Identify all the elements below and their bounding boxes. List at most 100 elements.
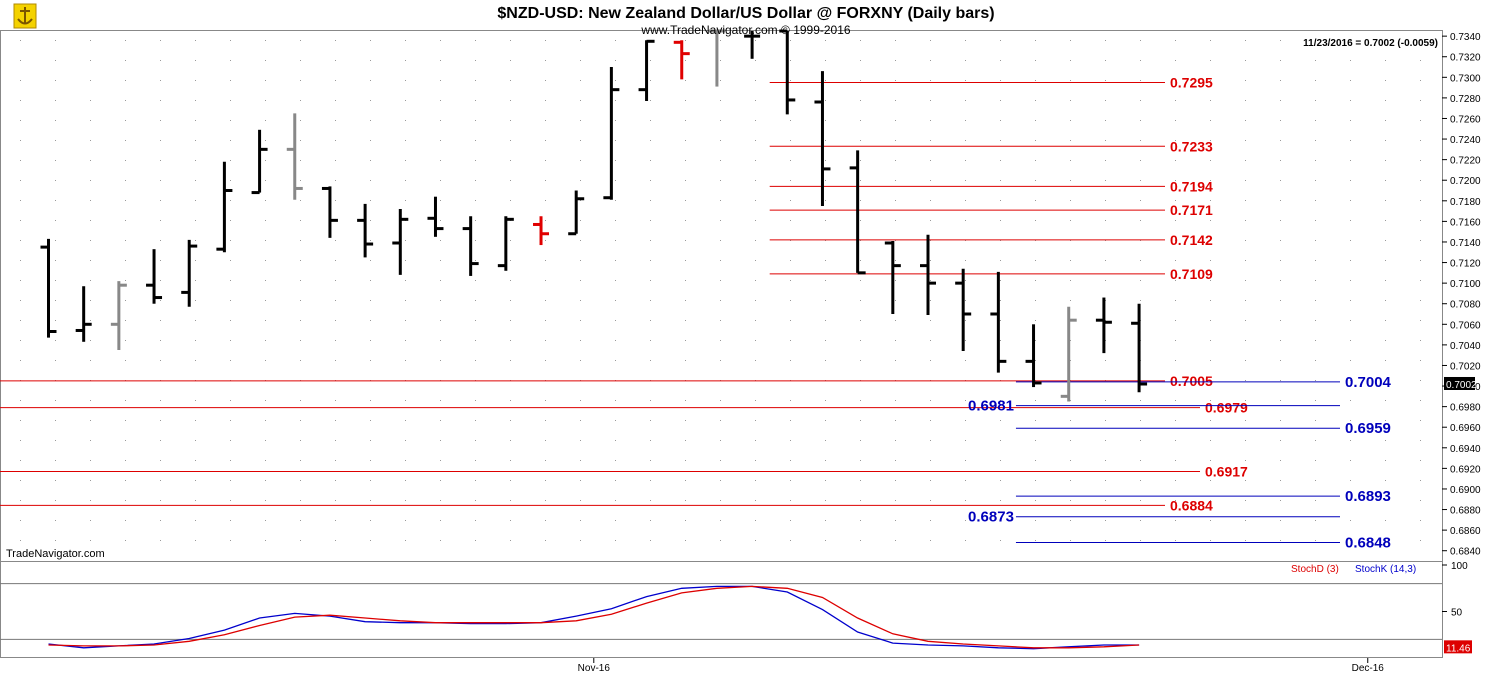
grid-dot	[615, 140, 616, 141]
grid-dot	[510, 60, 511, 61]
grid-dot	[440, 300, 441, 301]
grid-dot	[1000, 320, 1001, 321]
ohlc-bar	[40, 238, 57, 338]
price-tick-label: 0.7200	[1450, 176, 1481, 187]
stoch-d-legend: StochD (3)	[1291, 564, 1339, 575]
grid-dot	[370, 480, 371, 481]
grid-dot	[1000, 120, 1001, 121]
grid-dot	[370, 540, 371, 541]
grid-dot	[510, 360, 511, 361]
grid-dot	[440, 280, 441, 281]
grid-dot	[790, 460, 791, 461]
grid-dot	[545, 80, 546, 81]
grid-dot	[1210, 320, 1211, 321]
grid-dot	[1420, 80, 1421, 81]
grid-dot	[965, 440, 966, 441]
grid-dot	[930, 240, 931, 241]
grid-dot	[1280, 40, 1281, 41]
grid-dot	[195, 100, 196, 101]
grid-dot	[195, 300, 196, 301]
grid-dot	[1315, 380, 1316, 381]
grid-dot	[545, 300, 546, 301]
grid-dot	[1070, 280, 1071, 281]
grid-dot	[20, 280, 21, 281]
grid-dot	[160, 460, 161, 461]
grid-dot	[1070, 120, 1071, 121]
grid-dot	[405, 240, 406, 241]
level-label: 0.7005	[1170, 373, 1213, 389]
grid-dot	[230, 280, 231, 281]
grid-dot	[125, 280, 126, 281]
grid-dot	[895, 440, 896, 441]
grid-dot	[615, 240, 616, 241]
grid-dot	[265, 520, 266, 521]
grid-dot	[475, 260, 476, 261]
grid-dot	[965, 540, 966, 541]
grid-dot	[860, 460, 861, 461]
grid-dot	[1000, 200, 1001, 201]
grid-dot	[20, 80, 21, 81]
grid-dot	[1175, 120, 1176, 121]
grid-dot	[1070, 200, 1071, 201]
grid-dot	[685, 80, 686, 81]
grid-dot	[475, 440, 476, 441]
grid-dot	[1245, 280, 1246, 281]
grid-dot	[335, 360, 336, 361]
ohlc-bar	[638, 39, 655, 101]
grid-dot	[125, 480, 126, 481]
grid-dot	[825, 360, 826, 361]
grid-dot	[1035, 500, 1036, 501]
grid-dot	[1140, 160, 1141, 161]
grid-dot	[615, 480, 616, 481]
ohlc-bar	[955, 268, 972, 352]
grid-dot	[825, 140, 826, 141]
grid-dot	[55, 400, 56, 401]
grid-dot	[545, 340, 546, 341]
grid-dot	[55, 180, 56, 181]
grid-dot	[405, 360, 406, 361]
grid-dot	[440, 40, 441, 41]
grid-dot	[650, 340, 651, 341]
grid-dot	[55, 340, 56, 341]
grid-dot	[1140, 400, 1141, 401]
grid-dot	[1280, 140, 1281, 141]
grid-dot	[265, 40, 266, 41]
grid-dot	[755, 340, 756, 341]
grid-dot	[1420, 380, 1421, 381]
grid-dot	[125, 220, 126, 221]
grid-dot	[55, 120, 56, 121]
anchor-logo-icon	[13, 3, 37, 29]
grid-dot	[300, 340, 301, 341]
grid-dot	[1035, 440, 1036, 441]
grid-dot	[1245, 380, 1246, 381]
grid-dot	[1280, 380, 1281, 381]
grid-dot	[860, 500, 861, 501]
grid-dot	[1280, 160, 1281, 161]
grid-dot	[1245, 520, 1246, 521]
grid-dot	[1350, 60, 1351, 61]
grid-dot	[580, 120, 581, 121]
grid-dot	[265, 480, 266, 481]
grid-dot	[685, 60, 686, 61]
grid-dot	[615, 400, 616, 401]
grid-dot	[965, 140, 966, 141]
grid-dot	[860, 480, 861, 481]
grid-dot	[265, 140, 266, 141]
grid-dot	[825, 400, 826, 401]
grid-dot	[125, 180, 126, 181]
grid-dot	[1420, 300, 1421, 301]
grid-dot	[1000, 300, 1001, 301]
grid-dot	[825, 200, 826, 201]
stoch-k-line	[48, 585, 1140, 650]
grid-dot	[300, 280, 301, 281]
grid-dot	[650, 540, 651, 541]
grid-dot	[755, 40, 756, 41]
grid-dot	[1245, 80, 1246, 81]
grid-dot	[1210, 380, 1211, 381]
grid-dot	[1070, 520, 1071, 521]
grid-dot	[580, 460, 581, 461]
grid-dot	[125, 400, 126, 401]
grid-dot	[1420, 140, 1421, 141]
grid-dot	[1210, 240, 1211, 241]
grid-dot	[895, 460, 896, 461]
